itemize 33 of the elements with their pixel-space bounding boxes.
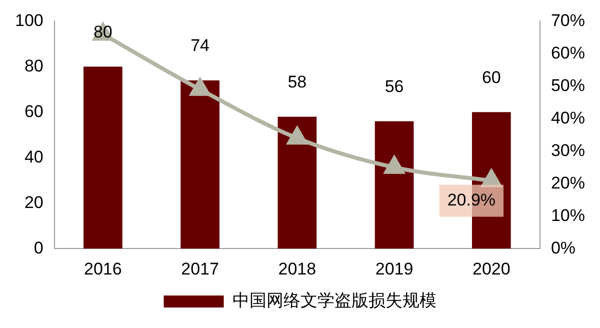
legend-label: 中国网络文学盗版损失规模	[232, 291, 436, 310]
data-label: 20.9%	[447, 190, 496, 210]
y-tick-label: 60	[24, 102, 44, 121]
y-tick-label: 40	[24, 147, 44, 166]
x-tick-label: 2020	[472, 259, 510, 278]
data-label: 80	[93, 22, 112, 42]
bar	[180, 80, 220, 249]
y-tick-label: 0	[34, 238, 44, 258]
data-label: 58	[288, 72, 307, 92]
point	[190, 78, 210, 96]
data-label: 74	[190, 36, 210, 56]
data-label: 56	[384, 76, 404, 96]
point	[384, 156, 404, 174]
y-tick-label: 20	[24, 192, 44, 212]
y2-tick-label: 60%	[550, 43, 586, 62]
y-tick-label: 100	[14, 10, 44, 30]
y2-tick-label: 70%	[550, 10, 586, 30]
point	[287, 127, 307, 145]
x-tick-label: 2017	[181, 259, 219, 278]
y2-tick-label: 50%	[550, 76, 586, 95]
bar	[374, 121, 414, 249]
bar	[278, 116, 317, 249]
y2-tick-label: 40%	[550, 108, 586, 128]
data-label: 60	[482, 68, 501, 87]
bar	[84, 66, 122, 249]
x-tick-label: 2018	[278, 259, 316, 278]
x-tick-label: 2016	[84, 259, 122, 278]
y2-tick-label: 0%	[550, 238, 576, 258]
y2-tick-label: 30%	[550, 140, 586, 160]
y-tick-label: 80	[24, 56, 44, 76]
y2-tick-label: 20%	[550, 173, 586, 192]
x-tick-label: 2019	[375, 259, 414, 278]
y2-tick-label: 10%	[550, 206, 586, 225]
